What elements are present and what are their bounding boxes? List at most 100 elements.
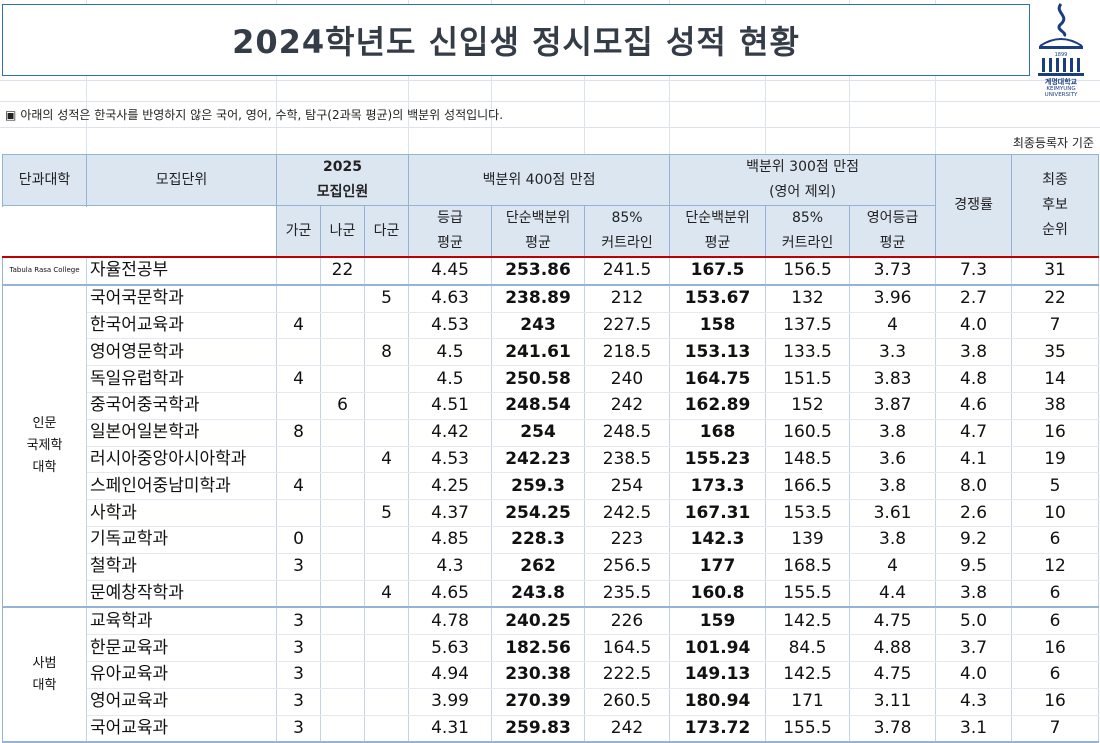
grade-cell: 4.53: [408, 446, 493, 474]
ga-cell: [276, 256, 321, 286]
eng-cell: 4.88: [849, 634, 937, 662]
header-percentile-400: 백분위 400점 만점: [408, 154, 671, 206]
square-bullet-icon: ▣: [5, 108, 17, 122]
grade-cell: 4.63: [408, 284, 493, 313]
ga-cell: 4: [276, 312, 321, 340]
table-row: 인문 국제학 대학 국어국문학과 5 4.63 238.89 212 153.67 132 3.96…: [2, 284, 1100, 609]
eng-cell: 3.61: [849, 499, 937, 527]
comp-cell: 4.1: [935, 446, 1013, 474]
unit-cell: 철학과: [86, 553, 277, 581]
eng-cell: 3.8: [849, 526, 937, 554]
cut300-cell: 166.5: [765, 472, 851, 501]
p300-cell: 177: [669, 553, 767, 581]
ga-cell: [276, 580, 321, 609]
grade-cell: 4.5: [408, 338, 493, 367]
eng-cell: 3.3: [849, 338, 937, 367]
cut300-cell: 139: [765, 526, 851, 554]
grade-cell: 4.51: [408, 392, 493, 420]
ga-cell: 4: [276, 472, 321, 501]
p400-cell: 243.8: [491, 580, 586, 609]
cut400-cell: 256.5: [584, 553, 671, 581]
p300-cell: 167.5: [669, 256, 767, 286]
cut300-cell: 142.5: [765, 661, 851, 689]
p300-cell: 162.89: [669, 392, 767, 420]
rank-cell: 16: [1011, 688, 1100, 716]
table-row: 사범 대학 교육학과 3 4.78 240.25 226 159 142.5 4.75 5.0 6: [2, 607, 1100, 743]
table-row: 국어교육과 3 4.31 259.83 242 173.72 155.5 3.78 3.1 7: [3, 715, 1100, 743]
header-simple-avg-400: 단순백분위 평균: [491, 205, 586, 258]
table-row: 영어교육과 3 3.99 270.39 260.5 180.94 171 3.11 4.3 16: [3, 688, 1100, 716]
da-cell: [364, 472, 410, 501]
table-row: 일본어일본학과 8 4.42 254 248.5 168 160.5 3.8 4.7 16: [3, 419, 1100, 447]
comp-cell: 3.7: [935, 634, 1013, 662]
cut300-cell: 137.5: [765, 312, 851, 340]
table-row: 사학과 5 4.37 254.25 242.5 167.31 153.5 3.61 2.6 10: [3, 499, 1100, 527]
header-final-rank: 최종 후보 순위: [1011, 154, 1100, 258]
rank-cell: 38: [1011, 392, 1100, 420]
da-cell: [364, 634, 410, 662]
p300-cell: 153.67: [669, 284, 767, 313]
table-body: Tabula Rasa College 자율전공부 22 4.45 253.86 241.…: [2, 256, 1100, 743]
cut300-cell: 153.5: [765, 499, 851, 527]
cut400-cell: 238.5: [584, 446, 671, 474]
da-cell: [364, 526, 410, 554]
table-row: 스페인어중남미학과 4 4.25 259.3 254 173.3 166.5 3.8 8.0 5: [3, 472, 1100, 501]
grade-cell: 4.5: [408, 365, 493, 393]
unit-cell: 국어국문학과: [86, 284, 277, 313]
p300-cell: 158: [669, 312, 767, 340]
rank-cell: 19: [1011, 446, 1100, 474]
rank-cell: 7: [1011, 715, 1100, 743]
p400-cell: 259.3: [491, 472, 586, 501]
rank-cell: 16: [1011, 419, 1100, 447]
table-row: 영어영문학과 8 4.5 241.61 218.5 153.13 133.5 3.3 3.8 35: [3, 338, 1100, 367]
table-row: 한국어교육과 4 4.53 243 227.5 158 137.5 4 4.0 7: [3, 312, 1100, 340]
cut400-cell: 242: [584, 715, 671, 743]
university-logo-icon: 1899: [1038, 3, 1084, 76]
p300-cell: 142.3: [669, 526, 767, 554]
logo-name: 계명대학교: [1044, 78, 1078, 86]
header-competition: 경쟁률: [935, 154, 1013, 258]
note-body: 아래의 성적은 한국사를 반영하지 않은 국어, 영어, 수학, 탐구(2과목 …: [20, 108, 504, 122]
eng-cell: 3.87: [849, 392, 937, 420]
header-unit: 모집단위: [86, 154, 277, 206]
p300-cell: 159: [669, 607, 767, 636]
cut300-cell: 155.5: [765, 580, 851, 609]
na-cell: [320, 553, 365, 581]
eng-cell: 4: [849, 312, 937, 340]
eng-cell: 3.96: [849, 284, 937, 313]
table-row: 문예창작학과 4 4.65 243.8 235.5 160.8 155.5 4.4 3.8 6: [3, 580, 1100, 609]
ga-cell: 3: [276, 688, 321, 716]
p400-cell: 242.23: [491, 446, 586, 474]
table-row: 유아교육과 3 4.94 230.38 222.5 149.13 142.5 4.75 4.0 6: [3, 661, 1100, 689]
cut300-cell: 155.5: [765, 715, 851, 743]
grade-cell: 4.78: [408, 607, 493, 636]
table-row: 중국어중국학과 6 4.51 248.54 242 162.89 152 3.87 4.6 38: [3, 392, 1100, 420]
p400-cell: 228.3: [491, 526, 586, 554]
da-cell: [364, 419, 410, 447]
table-row: 철학과 3 4.3 262 256.5 177 168.5 4 9.5 12: [3, 553, 1100, 581]
na-cell: [320, 715, 365, 743]
p400-cell: 254.25: [491, 499, 586, 527]
grade-cell: 4.45: [408, 256, 493, 286]
na-cell: [320, 607, 365, 636]
p300-cell: 155.23: [669, 446, 767, 474]
cut300-cell: 171: [765, 688, 851, 716]
college-cell: 사범 대학: [2, 607, 87, 743]
da-cell: [364, 661, 410, 689]
na-cell: [320, 365, 365, 393]
cut300-cell: 151.5: [765, 365, 851, 393]
na-cell: [320, 312, 365, 340]
eng-cell: 3.83: [849, 365, 937, 393]
eng-cell: 4.75: [849, 661, 937, 689]
cut400-cell: 223: [584, 526, 671, 554]
cut300-cell: 84.5: [765, 634, 851, 662]
unit-cell: 한국어교육과: [86, 312, 277, 340]
table-row: 기독교학과 0 4.85 228.3 223 142.3 139 3.8 9.2 6: [3, 526, 1100, 554]
unit-cell: 중국어중국학과: [86, 392, 277, 420]
grade-cell: 4.65: [408, 580, 493, 609]
p300-cell: 173.72: [669, 715, 767, 743]
cut400-cell: 222.5: [584, 661, 671, 689]
header-na: 나군: [320, 205, 365, 258]
cut400-cell: 242: [584, 392, 671, 420]
p300-cell: 180.94: [669, 688, 767, 716]
